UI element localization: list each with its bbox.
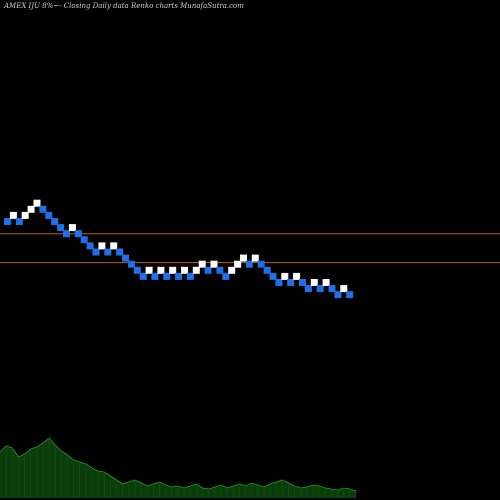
renko-brick-45 <box>269 272 277 280</box>
renko-brick-26 <box>157 266 165 274</box>
renko-brick-6 <box>39 205 47 213</box>
renko-brick-0 <box>4 218 11 225</box>
renko-brick-32 <box>192 266 200 274</box>
renko-brick-55 <box>328 285 336 293</box>
renko-brick-47 <box>281 272 289 280</box>
renko-brick-33 <box>198 260 206 268</box>
renko-brick-43 <box>257 260 265 268</box>
renko-brick-17 <box>104 248 112 256</box>
renko-brick-35 <box>210 260 218 268</box>
renko-brick-36 <box>216 266 224 274</box>
renko-brick-58 <box>346 291 354 299</box>
renko-brick-46 <box>275 279 283 286</box>
renko-brick-29 <box>175 272 183 280</box>
renko-brick-21 <box>127 260 135 268</box>
renko-brick-27 <box>163 272 171 280</box>
reference-lines <box>0 233 500 264</box>
renko-brick-54 <box>322 279 330 286</box>
renko-brick-34 <box>204 266 212 274</box>
renko-brick-12 <box>74 230 82 238</box>
renko-brick-16 <box>98 242 106 250</box>
renko-brick-56 <box>334 291 342 299</box>
renko-brick-42 <box>251 254 259 262</box>
volume-area <box>0 438 356 498</box>
renko-brick-11 <box>68 224 76 232</box>
renko-brick-57 <box>340 285 348 293</box>
renko-brick-4 <box>27 205 35 213</box>
renko-brick-3 <box>21 211 29 219</box>
volume-panel <box>0 437 357 498</box>
renko-brick-22 <box>133 266 141 274</box>
renko-brick-5 <box>33 199 41 207</box>
renko-brick-37 <box>222 272 230 280</box>
renko-brick-8 <box>51 218 59 225</box>
renko-brick-7 <box>45 211 53 219</box>
renko-brick-13 <box>80 236 88 244</box>
renko-brick-48 <box>287 279 295 286</box>
renko-brick-53 <box>316 285 324 293</box>
renko-brick-41 <box>245 260 253 268</box>
renko-brick-9 <box>57 224 65 232</box>
renko-brick-20 <box>122 254 129 262</box>
renko-bricks <box>4 199 354 299</box>
renko-brick-18 <box>110 242 118 250</box>
renko-brick-50 <box>299 279 306 286</box>
renko-brick-39 <box>234 260 242 268</box>
renko-brick-10 <box>63 230 70 238</box>
renko-brick-52 <box>310 279 318 286</box>
renko-brick-30 <box>181 266 188 274</box>
renko-brick-51 <box>304 285 312 293</box>
renko-brick-19 <box>116 248 124 256</box>
chart-title: AMEX IJU 8%~- Closing Daily data Renko c… <box>4 2 244 10</box>
renko-brick-38 <box>228 266 236 274</box>
renko-brick-15 <box>92 248 100 256</box>
renko-brick-31 <box>186 272 194 280</box>
renko-brick-2 <box>15 218 23 225</box>
renko-brick-49 <box>293 272 301 280</box>
renko-brick-40 <box>240 254 247 262</box>
renko-brick-23 <box>139 272 147 280</box>
renko-brick-1 <box>9 211 17 219</box>
renko-brick-44 <box>263 266 271 274</box>
renko-brick-14 <box>86 242 94 250</box>
renko-brick-24 <box>145 266 153 274</box>
renko-brick-28 <box>169 266 177 274</box>
renko-brick-25 <box>151 272 159 280</box>
